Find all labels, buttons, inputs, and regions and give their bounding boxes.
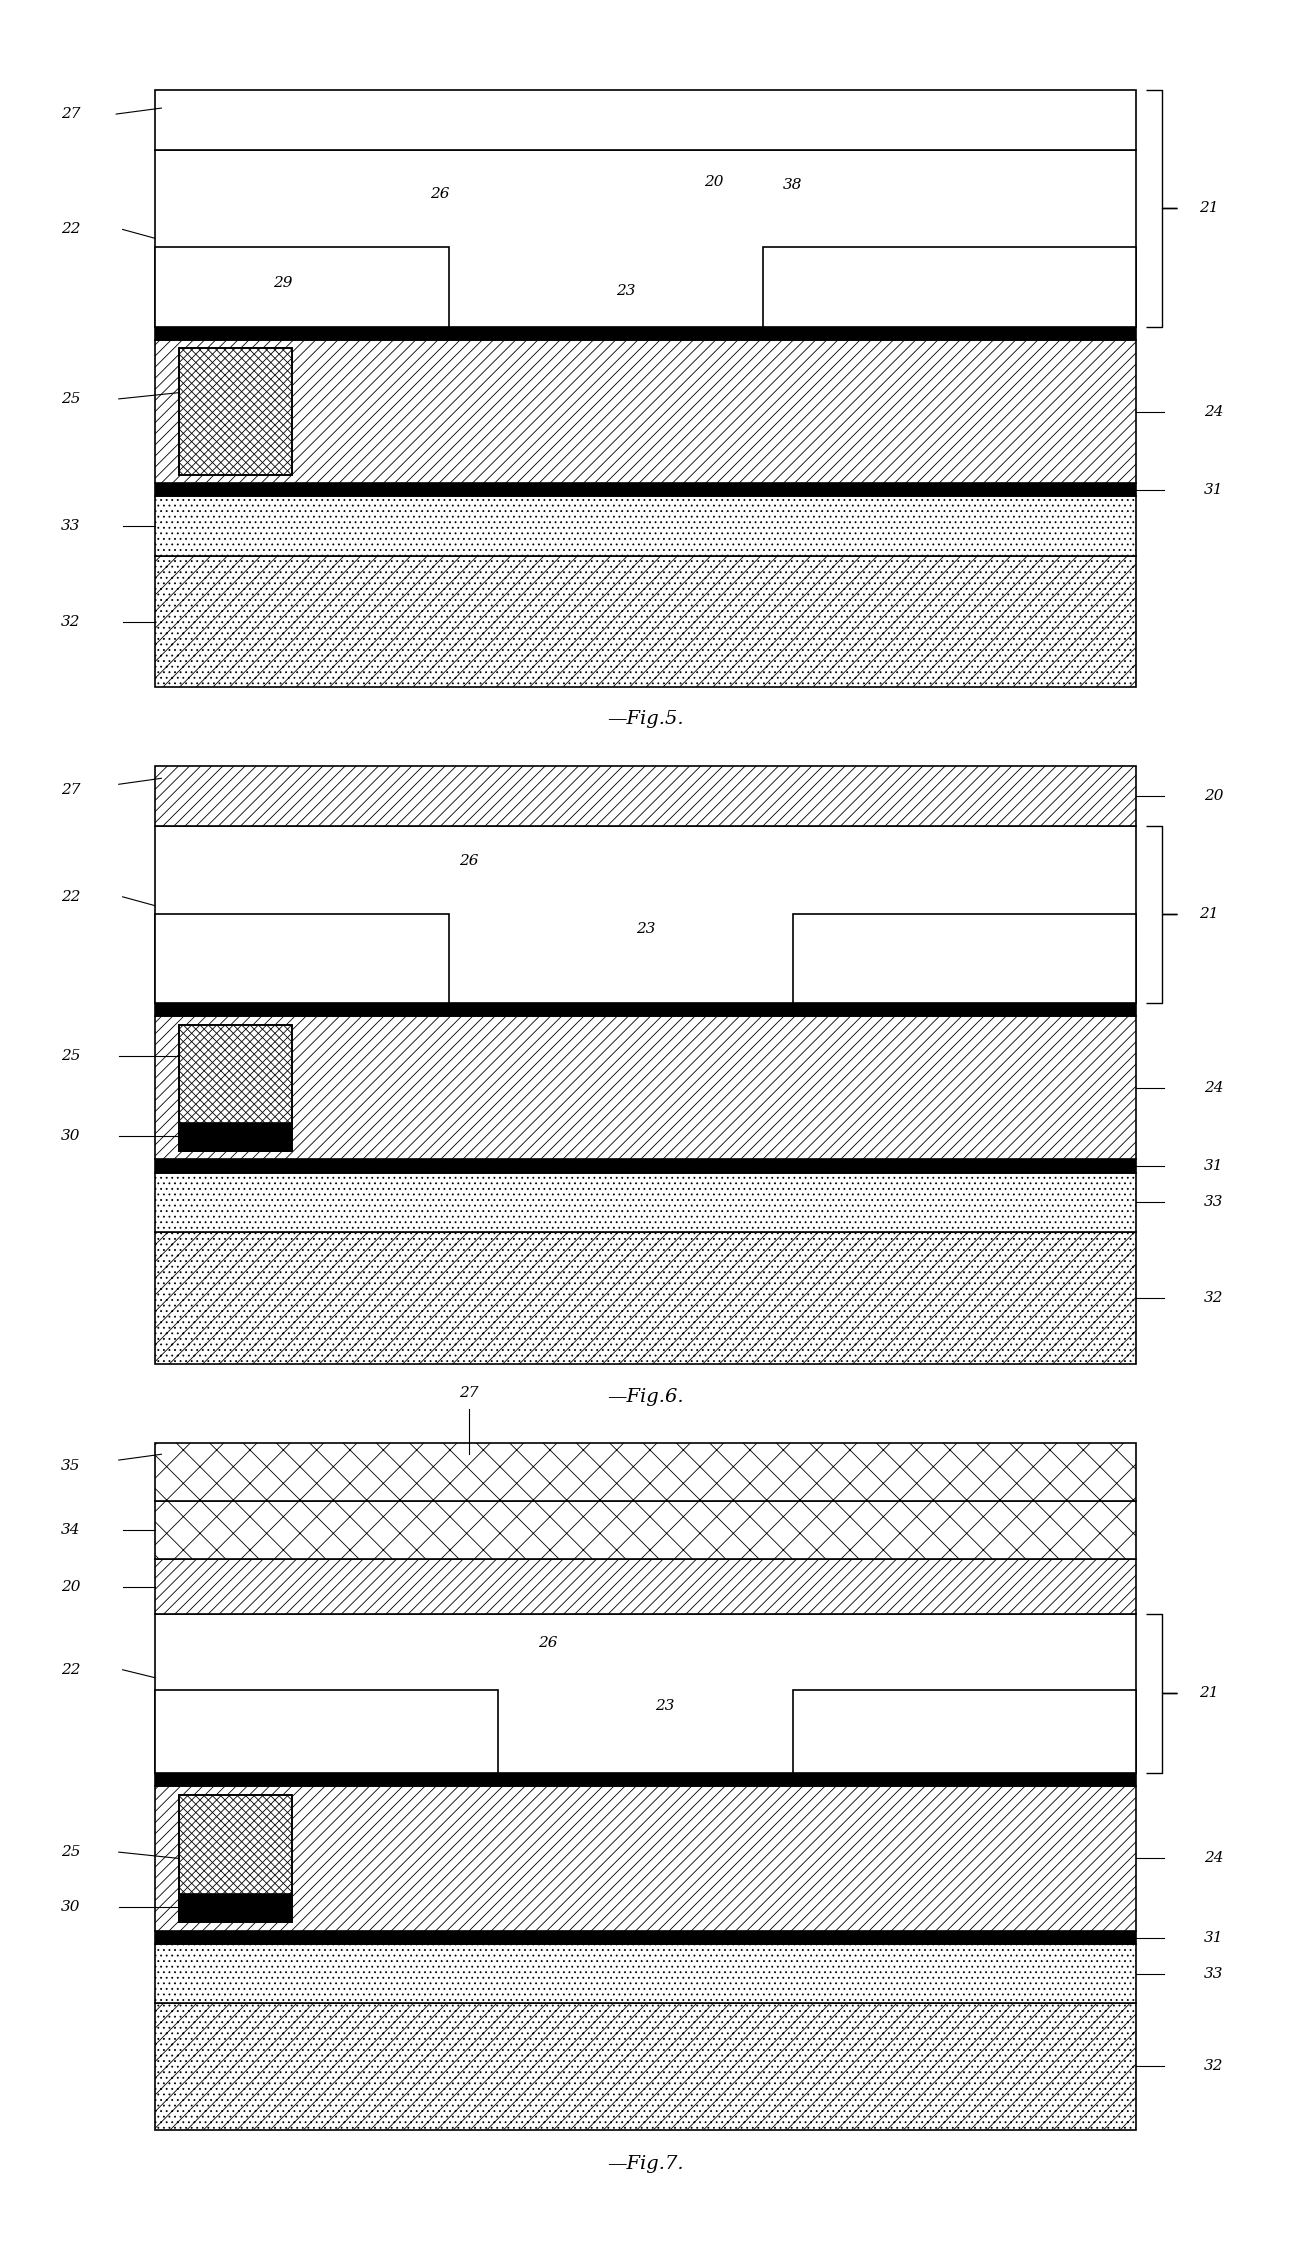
Bar bbox=[155, 1614, 1136, 1772]
Text: 21: 21 bbox=[1198, 908, 1219, 922]
Bar bbox=[793, 1690, 1136, 1772]
Bar bbox=[155, 327, 1136, 340]
Bar bbox=[155, 496, 1136, 557]
Text: 22: 22 bbox=[61, 890, 81, 904]
Text: 20: 20 bbox=[61, 1580, 81, 1594]
Text: 21: 21 bbox=[1198, 1686, 1219, 1700]
Text: 25: 25 bbox=[61, 1846, 81, 1860]
Text: 22: 22 bbox=[61, 223, 81, 237]
Bar bbox=[793, 915, 1136, 1003]
Bar bbox=[179, 349, 292, 476]
Bar bbox=[155, 557, 1136, 687]
Text: 24: 24 bbox=[1203, 1080, 1224, 1095]
Bar bbox=[155, 915, 449, 1003]
Bar bbox=[179, 1026, 292, 1152]
Bar bbox=[179, 1893, 292, 1923]
Text: 27: 27 bbox=[61, 106, 81, 122]
Text: 35: 35 bbox=[61, 1458, 81, 1472]
Text: 31: 31 bbox=[1203, 482, 1224, 496]
Text: —Fig.6.: —Fig.6. bbox=[607, 1388, 684, 1406]
Text: —Fig.7.: —Fig.7. bbox=[607, 2155, 684, 2173]
Text: 21: 21 bbox=[1198, 201, 1219, 216]
Text: 23: 23 bbox=[616, 284, 635, 298]
Text: 24: 24 bbox=[1203, 1851, 1224, 1866]
Text: 27: 27 bbox=[460, 1386, 479, 1400]
Text: 32: 32 bbox=[1203, 2060, 1224, 2074]
Bar bbox=[179, 1122, 292, 1152]
Text: 31: 31 bbox=[1203, 1929, 1224, 1945]
Bar bbox=[155, 1172, 1136, 1233]
Bar bbox=[155, 1772, 1136, 1785]
Bar bbox=[155, 1785, 1136, 1932]
Bar bbox=[155, 1501, 1136, 1560]
Bar bbox=[155, 248, 449, 327]
Bar bbox=[179, 1794, 292, 1923]
Bar bbox=[155, 825, 1136, 1003]
Bar bbox=[155, 766, 1136, 825]
Text: 24: 24 bbox=[1203, 403, 1224, 419]
Bar bbox=[155, 1443, 1136, 1501]
Text: 32: 32 bbox=[61, 615, 81, 629]
Bar bbox=[155, 1017, 1136, 1159]
Bar bbox=[155, 1003, 1136, 1017]
Text: 31: 31 bbox=[1203, 1159, 1224, 1172]
Bar bbox=[155, 1159, 1136, 1172]
Text: 33: 33 bbox=[1203, 1195, 1224, 1210]
Bar bbox=[155, 1945, 1136, 2004]
Bar bbox=[155, 557, 1136, 687]
Bar bbox=[155, 1932, 1136, 1945]
Bar bbox=[155, 482, 1136, 496]
Bar bbox=[155, 1233, 1136, 1364]
Bar bbox=[763, 248, 1136, 327]
Text: 26: 26 bbox=[460, 854, 479, 868]
Text: 38: 38 bbox=[782, 178, 803, 192]
Text: 34: 34 bbox=[61, 1524, 81, 1537]
Bar bbox=[179, 349, 292, 476]
Text: —Fig.5.: —Fig.5. bbox=[607, 710, 684, 728]
Bar bbox=[155, 340, 1136, 482]
Text: 26: 26 bbox=[430, 187, 449, 201]
Text: 22: 22 bbox=[61, 1663, 81, 1677]
Text: 29: 29 bbox=[272, 275, 292, 291]
Text: 20: 20 bbox=[1203, 789, 1224, 802]
Text: 30: 30 bbox=[61, 1900, 81, 1914]
Bar bbox=[155, 1690, 498, 1772]
Text: 30: 30 bbox=[61, 1129, 81, 1143]
Text: 32: 32 bbox=[1203, 1292, 1224, 1305]
Text: 20: 20 bbox=[705, 176, 724, 189]
Text: 33: 33 bbox=[1203, 1968, 1224, 1981]
Bar bbox=[155, 149, 1136, 327]
Bar bbox=[179, 1794, 292, 1923]
Bar bbox=[155, 2004, 1136, 2130]
Text: 23: 23 bbox=[635, 922, 656, 935]
Bar bbox=[179, 1026, 292, 1152]
Text: 33: 33 bbox=[61, 518, 81, 534]
Bar bbox=[155, 1560, 1136, 1614]
Text: 26: 26 bbox=[537, 1636, 558, 1650]
Text: 27: 27 bbox=[61, 782, 81, 798]
Text: 25: 25 bbox=[61, 392, 81, 406]
Bar bbox=[155, 90, 1136, 149]
Text: 25: 25 bbox=[61, 1048, 81, 1064]
Text: 23: 23 bbox=[656, 1700, 675, 1713]
